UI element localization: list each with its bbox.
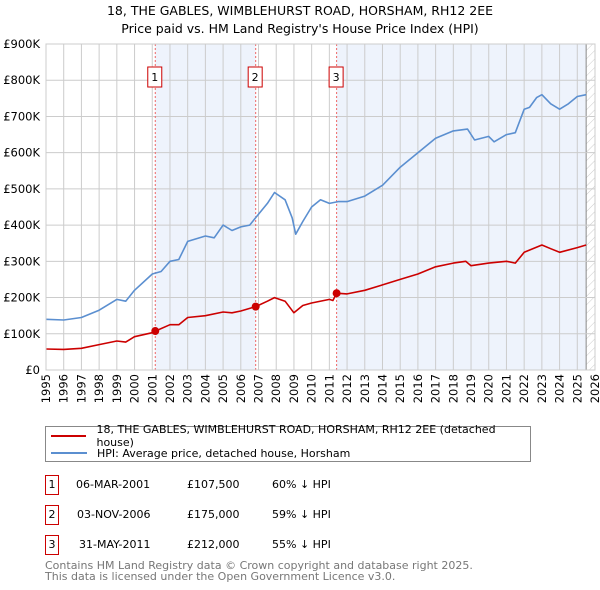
x-tick-label: 2012 bbox=[340, 374, 354, 403]
sale-point bbox=[332, 289, 341, 298]
x-tick-label: 1998 bbox=[92, 374, 106, 403]
transaction-price: £175,000 bbox=[187, 508, 240, 521]
transaction-date: 06-MAR-2001 bbox=[76, 478, 151, 491]
y-tick-label: £900K bbox=[3, 37, 40, 51]
transaction-marker: 1 bbox=[45, 475, 59, 495]
price-chart: £0 £100K £200K £300K £400K £500K £600K £700K £80… bbox=[3, 37, 600, 403]
x-tick-label: 2001 bbox=[145, 374, 159, 403]
legend-label-property: 18, THE GABLES, WIMBLEHURST ROAD, HORSHA… bbox=[96, 423, 496, 449]
x-tick-label: 2010 bbox=[305, 374, 319, 403]
y-tick-label: £800K bbox=[3, 73, 40, 87]
x-tick-label: 2013 bbox=[358, 374, 372, 403]
x-tick-label: 2017 bbox=[429, 374, 443, 403]
x-tick-label: 2018 bbox=[446, 374, 460, 403]
x-tick-label: 1997 bbox=[74, 374, 88, 403]
chart-title: 18, THE GABLES, WIMBLEHURST ROAD, HORSHA… bbox=[106, 3, 494, 18]
legend-label-hpi: HPI: Average price, detached house, Hors… bbox=[97, 446, 351, 460]
x-tick-label: 2000 bbox=[128, 374, 142, 403]
sale-point bbox=[251, 302, 260, 311]
x-tick-label: 2006 bbox=[234, 374, 248, 403]
sale-label: 2 bbox=[252, 71, 259, 84]
sale-label-box bbox=[328, 66, 344, 88]
x-tick-label: 2022 bbox=[517, 374, 531, 403]
x-tick-label: 2011 bbox=[322, 374, 336, 403]
hpi-line bbox=[45, 93, 587, 321]
transaction-marker: 2 bbox=[45, 505, 59, 525]
x-tick-label: 1996 bbox=[57, 374, 71, 403]
x-tick-label: 2020 bbox=[482, 374, 496, 403]
x-tick-label: 2009 bbox=[287, 374, 301, 403]
x-tick-label: 1999 bbox=[110, 374, 124, 403]
x-tick-label: 1995 bbox=[39, 374, 53, 403]
transaction-price: £212,000 bbox=[187, 538, 240, 551]
y-tick-label: £100K bbox=[3, 327, 40, 341]
x-tick-label: 2008 bbox=[269, 374, 283, 403]
x-tick-label: 2021 bbox=[499, 374, 513, 403]
y-tick-label: £700K bbox=[3, 109, 40, 123]
legend-item-hpi: HPI: Average price, detached house, Hors… bbox=[46, 445, 350, 461]
transaction-hpi: 55% ↓ HPI bbox=[272, 538, 331, 551]
transaction-price: £107,500 bbox=[187, 478, 240, 491]
sale-label-box bbox=[247, 66, 263, 88]
y-tick-label: £500K bbox=[3, 182, 40, 196]
x-tick-label: 2003 bbox=[181, 374, 195, 403]
forecast-hatch bbox=[586, 44, 595, 370]
y-tick-label: £300K bbox=[3, 254, 40, 268]
x-tick-label: 2004 bbox=[198, 374, 212, 403]
sale-label-box bbox=[147, 66, 163, 88]
transaction-marker: 3 bbox=[45, 535, 59, 555]
x-tick-label: 2014 bbox=[375, 374, 389, 403]
x-tick-label: 2007 bbox=[252, 374, 266, 403]
transaction-hpi: 60% ↓ HPI bbox=[272, 478, 331, 491]
transaction-date: 03-NOV-2006 bbox=[77, 508, 151, 521]
y-tick-label: £200K bbox=[3, 291, 40, 305]
sale-label: 1 bbox=[151, 71, 158, 84]
x-tick-label: 2023 bbox=[535, 374, 549, 403]
x-tick-label: 2015 bbox=[393, 374, 407, 403]
legend-item-property: 18, THE GABLES, WIMBLEHURST ROAD, HORSHA… bbox=[46, 423, 530, 449]
x-tick-label: 2024 bbox=[553, 374, 567, 403]
y-tick-label: £400K bbox=[3, 218, 40, 232]
transaction-hpi: 59% ↓ HPI bbox=[272, 508, 331, 521]
transaction-row: 2 03-NOV-2006 £175,000 59% ↓ HPI bbox=[45, 505, 445, 525]
legend: 18, THE GABLES, WIMBLEHURST ROAD, HORSHA… bbox=[45, 423, 531, 462]
x-tick-label: 2002 bbox=[163, 374, 177, 403]
footer-licence: This data is licensed under the Open Gov… bbox=[45, 570, 396, 583]
transaction-row: 3 31-MAY-2011 £212,000 55% ↓ HPI bbox=[45, 535, 445, 555]
x-tick-label: 2026 bbox=[588, 374, 600, 403]
legend-swatch-hpi bbox=[51, 452, 87, 454]
transaction-row: 1 06-MAR-2001 £107,500 60% ↓ HPI bbox=[45, 475, 445, 495]
sale-point bbox=[151, 327, 160, 336]
x-tick-label: 2019 bbox=[464, 374, 478, 403]
shaded-period-3 bbox=[336, 44, 587, 370]
legend-swatch-property bbox=[51, 435, 87, 437]
x-tick-label: 2005 bbox=[216, 374, 230, 403]
sale-label: 3 bbox=[333, 71, 340, 84]
x-tick-label: 2016 bbox=[411, 374, 425, 403]
chart-subtitle: Price paid vs. HM Land Registry's House … bbox=[121, 21, 479, 36]
footer: Contains HM Land Registry data © Crown c… bbox=[45, 560, 473, 582]
y-tick-label: £600K bbox=[3, 146, 40, 160]
plot-border bbox=[45, 43, 596, 371]
x-tick-label: 2025 bbox=[570, 374, 584, 403]
y-tick-label: £0 bbox=[25, 363, 40, 377]
transaction-date: 31-MAY-2011 bbox=[79, 538, 151, 551]
footer-copyright: Contains HM Land Registry data © Crown c… bbox=[45, 559, 473, 572]
